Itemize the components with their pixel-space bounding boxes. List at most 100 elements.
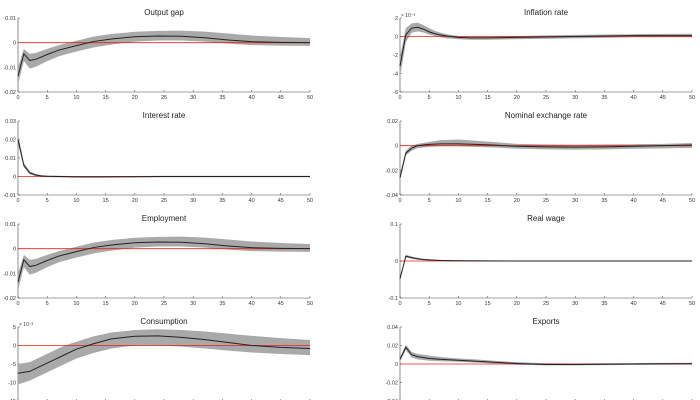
y-tick-label: -0.02 [385,168,398,174]
x-tick-label: 10 [73,198,79,204]
panel-4: Employment 0 5 10 15 20 25 30 35 40 45 50 -0.02 -0.01… [3,214,313,307]
x-tick-label: 20 [132,95,138,101]
x-tick-label: 35 [601,198,607,204]
y-tick-label: -6 [393,90,398,96]
x-tick-label: 50 [307,95,313,101]
x-tick-label: 10 [455,198,461,204]
x-tick-label: 25 [161,95,167,101]
y-tick-label: -0.1 [389,296,398,302]
confidence-band [400,22,692,78]
y-tick-label: 0 [395,144,398,150]
x-tick-label: 20 [132,301,138,307]
x-tick-label: 10 [73,301,79,307]
panel-title: Consumption [140,317,187,326]
x-tick-label: 35 [219,95,225,101]
y-tick-label: 0 [395,362,398,368]
x-tick-label: 20 [514,95,520,101]
x-tick-label: 50 [689,301,695,307]
panel-7: Exports05101520253035404550-0.04-0.0200.… [385,317,693,400]
panel-0: Output gap 0 5 10 15 20 25 30 35 40 45 50 -0.02 -0.01… [3,8,313,101]
x-tick-label: 45 [278,198,284,204]
panel-title: Inflation rate [524,8,569,17]
response-line [17,241,311,283]
x-tick-label: 15 [485,95,491,101]
exponent-label: × 10⁻³ [19,322,34,328]
x-tick-label: 25 [161,301,167,307]
x-tick-label: 0 [16,95,19,101]
x-tick-label: 15 [103,301,109,307]
y-tick-label: 0.02 [387,344,398,350]
x-tick-label: 25 [543,301,549,307]
x-tick-label: 30 [190,95,196,101]
response-line [17,335,311,374]
x-tick-label: 0 [16,301,19,307]
y-tick-label: 2 [395,16,398,22]
confidence-band [18,236,310,291]
response-line [399,143,693,178]
x-tick-label: 5 [428,198,431,204]
x-tick-label: 15 [485,301,491,307]
panel-title: Employment [142,214,187,223]
x-tick-label: 35 [219,198,225,204]
x-tick-label: 5 [46,198,49,204]
y-tick-label: 0 [13,175,16,181]
confidence-band [18,329,310,385]
response-line [399,255,692,279]
y-tick-label: -0.01 [3,271,16,277]
x-tick-label: 40 [631,301,637,307]
y-tick-label: -4 [393,72,398,78]
x-tick-label: 5 [46,301,49,307]
x-tick-label: 0 [398,95,401,101]
y-tick-label: 0.02 [5,138,16,144]
x-tick-label: 45 [660,198,666,204]
x-tick-label: 25 [543,95,549,101]
x-tick-label: 5 [428,301,431,307]
x-tick-label: 30 [572,301,578,307]
x-tick-label: 20 [514,198,520,204]
y-tick-label: -2 [393,53,398,59]
response-line [399,26,692,67]
y-tick-label: -0.02 [3,296,16,302]
x-tick-label: 0 [398,198,401,204]
x-tick-label: 10 [455,95,461,101]
x-tick-label: 15 [485,198,491,204]
x-tick-label: 25 [543,198,549,204]
y-tick-label: 0.02 [387,119,398,125]
y-tick-label: 0.03 [5,119,16,125]
panel-title: Nominal exchange rate [505,111,588,120]
y-tick-label: 5 [13,325,16,331]
x-tick-label: 10 [73,95,79,101]
panel-3: Nominal exchange rate 0 5 10 15 20 25 30 35 40 45 5… [385,111,695,204]
x-tick-label: 50 [689,198,695,204]
y-tick-label: 0.01 [5,156,16,162]
x-tick-label: 40 [249,301,255,307]
y-tick-label: 0 [13,41,16,47]
x-tick-label: 35 [601,301,607,307]
x-tick-label: 50 [307,301,313,307]
x-tick-label: 5 [428,95,431,101]
x-tick-label: 40 [631,95,637,101]
x-tick-label: 30 [572,95,578,101]
x-tick-label: 5 [46,95,49,101]
x-tick-label: 40 [249,95,255,101]
confidence-band [18,30,310,85]
panel-title: Exports [532,317,559,326]
y-tick-label: -0.02 [385,381,398,387]
confidence-band [400,254,692,281]
x-tick-label: 45 [278,301,284,307]
y-tick-label: -5 [11,362,16,368]
panel-1: Inflation rate× 10⁻³0 5 10 15 20 25 30 35 40 45 50… [393,8,695,101]
x-tick-label: 15 [103,198,109,204]
exponent-label: × 10⁻³ [401,13,416,19]
x-tick-label: 50 [689,95,695,101]
x-tick-label: 30 [190,301,196,307]
y-tick-label: 0.04 [387,325,398,331]
x-tick-label: 0 [16,198,19,204]
panel-6: Consumption× 10⁻³05101520253035404550-15… [8,317,311,400]
x-tick-label: 45 [660,301,666,307]
x-tick-label: 0 [398,301,401,307]
x-tick-label: 40 [249,198,255,204]
y-tick-label: 0.01 [5,16,16,22]
